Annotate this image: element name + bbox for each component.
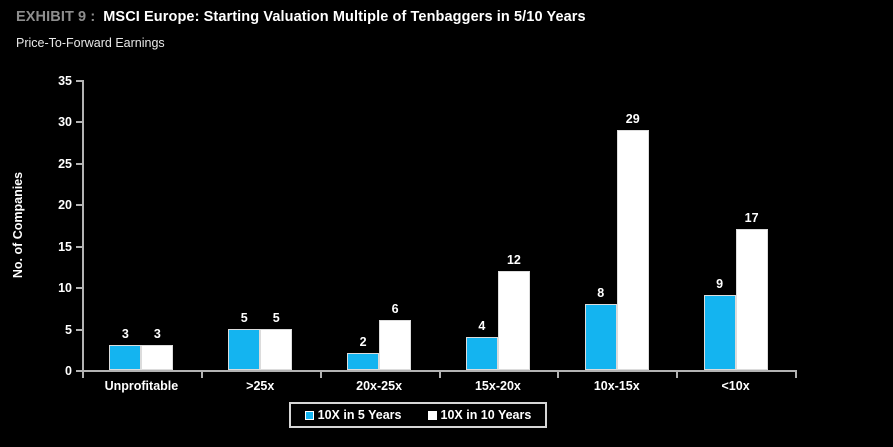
legend-swatch-icon — [427, 410, 437, 420]
bar-value-label: 4 — [478, 318, 486, 333]
x-axis-category-label: <10x — [721, 379, 750, 393]
bar-value-label: 3 — [121, 327, 129, 342]
y-axis-tick-label: 5 — [65, 322, 72, 337]
y-axis-title: No. of Companies — [11, 171, 25, 279]
bar-10x-in-10-years — [616, 129, 649, 370]
y-axis-tick-label: 30 — [58, 115, 72, 130]
bar-value-label: 5 — [272, 310, 280, 325]
bar-value-label: 17 — [744, 211, 759, 226]
x-axis-line — [82, 370, 797, 372]
y-axis-tick — [76, 80, 82, 82]
x-axis-tick — [676, 372, 679, 378]
bar-10x-in-10-years — [141, 345, 174, 370]
y-axis-tick — [76, 245, 82, 248]
y-axis-tick-label: 35 — [58, 74, 72, 88]
bar-10x-in-10-years — [379, 320, 412, 370]
y-axis-tick-label: 20 — [58, 198, 72, 213]
bar-value-label: 2 — [359, 335, 367, 350]
bar-10x-in-10-years — [260, 328, 293, 370]
bar-value-label: 3 — [153, 327, 161, 342]
bar-10x-in-5-years — [465, 336, 498, 370]
y-axis-tick — [76, 328, 82, 331]
y-axis-line — [82, 80, 84, 372]
bar-value-label: 29 — [625, 111, 640, 126]
legend-swatch-icon — [304, 410, 314, 420]
y-axis-tick-label: 10 — [58, 281, 72, 296]
bar-value-label: 5 — [240, 310, 248, 325]
y-axis-tick-label: 25 — [58, 156, 72, 171]
bar-10x-in-5-years — [109, 345, 142, 370]
x-axis-tick — [82, 372, 84, 378]
x-axis-tick — [438, 372, 441, 378]
chart-legend: 10X in 5 Years 10X in 10 Years — [289, 402, 547, 428]
y-axis-tick — [76, 121, 82, 124]
bar-10x-in-10-years — [735, 229, 768, 370]
bar-value-label: 9 — [716, 277, 724, 292]
bar-10x-in-5-years — [347, 353, 380, 370]
bar-10x-in-10-years — [497, 270, 530, 370]
legend-label: 10X in 10 Years — [440, 408, 532, 422]
bar-10x-in-5-years — [703, 295, 736, 370]
page-title: MSCI Europe: Starting Valuation Multiple… — [103, 9, 586, 25]
bar-10x-in-5-years — [228, 328, 261, 370]
x-axis-category-label: 10x-15x — [593, 379, 640, 393]
x-axis-category-label: Unprofitable — [104, 379, 179, 393]
bar-value-label: 12 — [506, 252, 521, 267]
x-axis-tick — [557, 372, 560, 378]
chart-subtitle: Price-To-Forward Earnings — [16, 36, 165, 50]
x-axis-category-label: 15x-20x — [474, 379, 521, 393]
legend-item: 10X in 5 Years — [304, 408, 402, 422]
y-axis-tick-label: 0 — [65, 364, 72, 378]
exhibit-label: EXHIBIT 9 : — [16, 9, 96, 25]
chart-header: EXHIBIT 9 : MSCI Europe: Starting Valuati… — [16, 9, 586, 25]
y-axis-tick-label: 15 — [58, 239, 72, 254]
bar-value-label: 8 — [597, 285, 605, 300]
x-axis-tick — [319, 372, 322, 378]
x-axis-tick — [200, 372, 203, 378]
y-axis-tick — [76, 162, 82, 165]
y-axis-tick — [76, 370, 82, 372]
legend-item: 10X in 10 Years — [427, 408, 532, 422]
x-axis-category-label: >25x — [246, 379, 275, 393]
bar-value-label: 6 — [391, 302, 399, 317]
x-axis-category-label: 20x-25x — [356, 379, 403, 393]
legend-label: 10X in 5 Years — [317, 408, 402, 422]
y-axis-tick — [76, 287, 82, 290]
x-axis-tick — [795, 372, 797, 378]
y-axis-tick — [76, 204, 82, 207]
bar-10x-in-5-years — [584, 303, 617, 370]
